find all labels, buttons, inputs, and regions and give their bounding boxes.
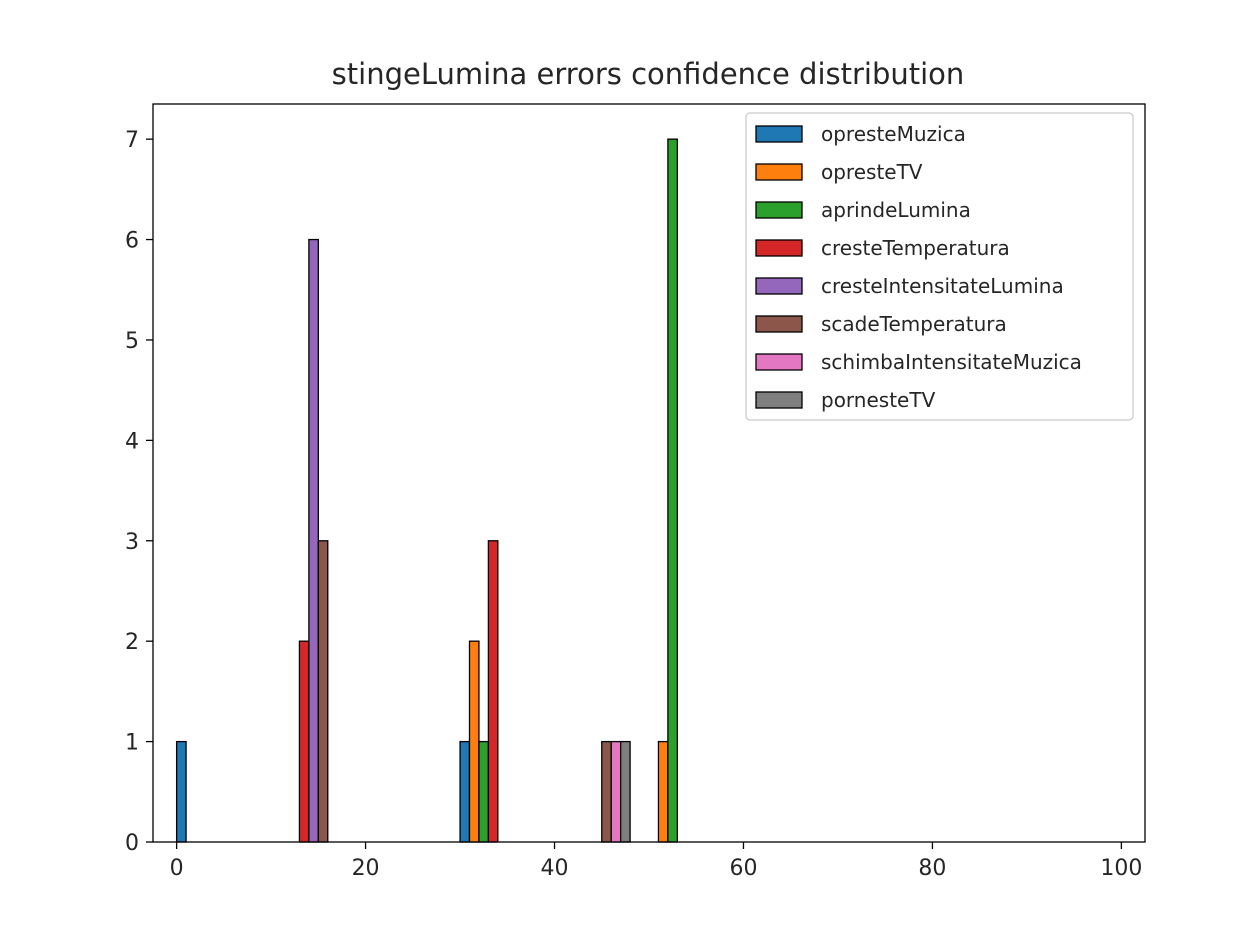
legend-label-cresteTemperatura: cresteTemperatura	[821, 236, 1010, 260]
bar-scadeTemperatura-bin-1	[317, 540, 329, 843]
legend-label-aprindeLumina: aprindeLumina	[821, 198, 971, 222]
legend-label-pornesteTV: pornesteTV	[821, 388, 936, 412]
legend-swatch-schimbaIntensitateMuzica	[755, 353, 803, 371]
y-tick-label: 5	[125, 329, 139, 354]
legend-swatch-scadeTemperatura	[755, 315, 803, 333]
y-tick-label: 6	[125, 229, 139, 254]
y-tick-label: 4	[125, 429, 139, 454]
y-tick-label: 1	[125, 731, 139, 756]
legend: opresteMuzica opresteTV aprindeLumina crest…	[745, 112, 1134, 421]
legend-label-cresteIntensitateLumina: cresteIntensitateLumina	[821, 274, 1064, 298]
bar-aprindeLumina-bin-3	[478, 740, 490, 843]
x-tick-label: 60	[729, 856, 757, 881]
x-tick-label: 80	[918, 856, 946, 881]
legend-label-schimbaIntensitateMuzica: schimbaIntensitateMuzica	[821, 350, 1082, 374]
bar-cresteTemperatura-bin-1	[298, 640, 310, 843]
bar-pornesteTV-bin-4	[620, 740, 631, 843]
x-tick-label: 100	[1100, 856, 1142, 881]
bar-scadeTemperatura-bin-4	[601, 740, 612, 843]
legend-swatch-cresteTemperatura	[755, 239, 803, 257]
x-axis: 0 20 40 60 80 100	[170, 842, 1142, 881]
legend-swatch-cresteIntensitateLumina	[755, 277, 803, 295]
bar-cresteIntensitateLumina-bin-1	[308, 238, 319, 843]
y-axis: 0 1 2 3 4 5 6 7	[125, 128, 153, 856]
y-tick-label: 7	[125, 128, 139, 153]
plot-area-frame	[152, 103, 1146, 843]
bar-opresteMuzica-bin-0	[175, 740, 187, 843]
legend-swatch-pornesteTV	[755, 391, 803, 409]
legend-label-opresteMuzica: opresteMuzica	[821, 122, 966, 146]
bar-opresteTV-bin-5	[657, 740, 669, 843]
bar-aprindeLumina-bin-5	[667, 138, 678, 843]
x-tick-label: 20	[352, 856, 380, 881]
bar-schimbaIntensitateMuzica-bin-4	[610, 740, 622, 843]
bar-opresteMuzica-bin-3	[459, 740, 471, 843]
legend-label-opresteTV: opresteTV	[821, 160, 923, 184]
bar-cresteTemperatura-bin-3	[487, 540, 499, 843]
legend-label-scadeTemperatura: scadeTemperatura	[821, 312, 1007, 336]
legend-box	[745, 112, 1134, 421]
legend-swatch-opresteTV	[755, 163, 803, 181]
bar-opresteTV-bin-3	[468, 640, 480, 843]
legend-swatch-opresteMuzica	[755, 125, 803, 143]
y-tick-label: 3	[125, 530, 139, 555]
chart-title: stingeLumina errors confidence distribut…	[332, 57, 965, 91]
y-tick-label: 2	[125, 630, 139, 655]
x-tick-label: 0	[170, 856, 184, 881]
y-tick-label: 0	[125, 831, 139, 856]
x-tick-label: 40	[541, 856, 569, 881]
legend-swatch-aprindeLumina	[755, 201, 803, 219]
